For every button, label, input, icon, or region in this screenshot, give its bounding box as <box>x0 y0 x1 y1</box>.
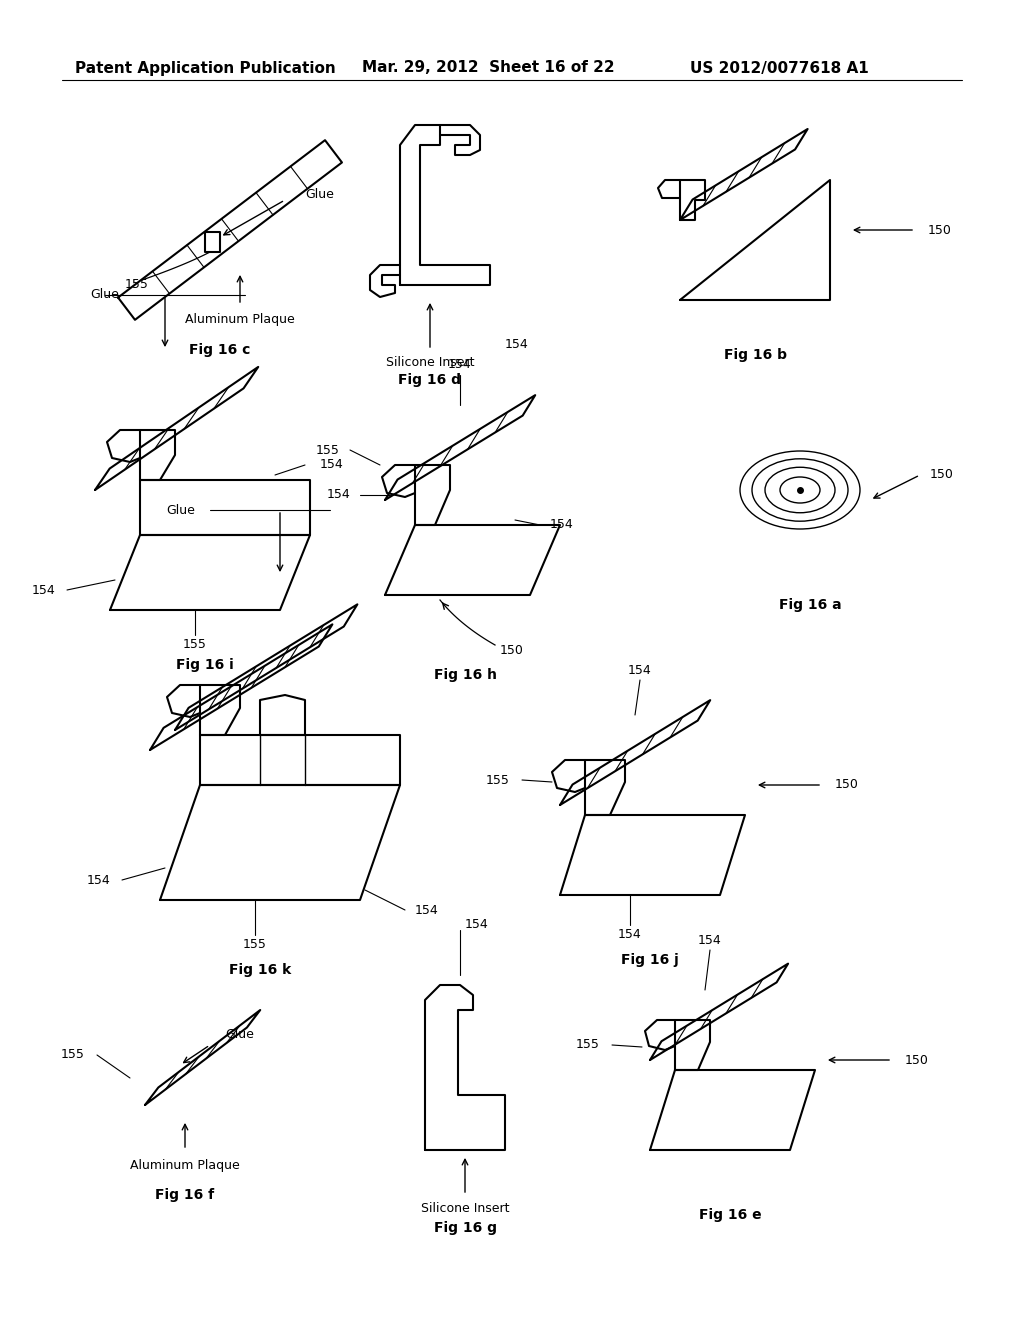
Text: 154: 154 <box>86 874 110 887</box>
Text: 150: 150 <box>905 1053 929 1067</box>
Text: 154: 154 <box>505 338 528 351</box>
Text: 154: 154 <box>327 488 350 502</box>
Text: 155: 155 <box>243 939 267 952</box>
Text: 155: 155 <box>316 444 340 457</box>
Text: Silicone Insert: Silicone Insert <box>421 1201 509 1214</box>
Text: Fig 16 a: Fig 16 a <box>778 598 842 612</box>
Text: Fig 16 j: Fig 16 j <box>622 953 679 968</box>
Text: Fig 16 d: Fig 16 d <box>398 374 462 387</box>
Text: Aluminum Plaque: Aluminum Plaque <box>185 314 295 326</box>
Text: Glue: Glue <box>305 189 334 202</box>
Text: 150: 150 <box>930 469 954 482</box>
Text: Glue: Glue <box>90 289 119 301</box>
Text: Glue: Glue <box>225 1028 254 1041</box>
Text: 150: 150 <box>928 223 952 236</box>
Text: Fig 16 f: Fig 16 f <box>156 1188 215 1203</box>
Text: Aluminum Plaque: Aluminum Plaque <box>130 1159 240 1172</box>
Text: 150: 150 <box>835 779 859 792</box>
Text: 154: 154 <box>618 928 642 941</box>
Text: 154: 154 <box>415 903 438 916</box>
Text: 154: 154 <box>319 458 344 471</box>
Text: Glue: Glue <box>166 503 195 516</box>
Text: US 2012/0077618 A1: US 2012/0077618 A1 <box>690 61 868 75</box>
Text: 154: 154 <box>32 583 55 597</box>
Text: Silicone Insert: Silicone Insert <box>386 356 474 370</box>
Text: Fig 16 b: Fig 16 b <box>724 348 786 362</box>
Text: 150: 150 <box>500 644 524 656</box>
Text: 154: 154 <box>698 933 722 946</box>
Text: Fig 16 e: Fig 16 e <box>698 1208 761 1222</box>
Text: 154: 154 <box>550 519 573 532</box>
Text: Fig 16 g: Fig 16 g <box>433 1221 497 1236</box>
Text: 154: 154 <box>465 919 488 932</box>
Text: Fig 16 h: Fig 16 h <box>433 668 497 682</box>
Text: 154: 154 <box>449 359 472 371</box>
Text: 155: 155 <box>486 774 510 787</box>
Text: Fig 16 i: Fig 16 i <box>176 657 233 672</box>
Text: Fig 16 k: Fig 16 k <box>229 964 291 977</box>
Text: 155: 155 <box>183 639 207 652</box>
Text: 154: 154 <box>628 664 652 676</box>
Text: 155: 155 <box>61 1048 85 1061</box>
Text: Patent Application Publication: Patent Application Publication <box>75 61 336 75</box>
Text: 155: 155 <box>125 279 148 292</box>
Text: Mar. 29, 2012  Sheet 16 of 22: Mar. 29, 2012 Sheet 16 of 22 <box>362 61 614 75</box>
Text: 155: 155 <box>577 1039 600 1052</box>
Text: Fig 16 c: Fig 16 c <box>189 343 251 356</box>
